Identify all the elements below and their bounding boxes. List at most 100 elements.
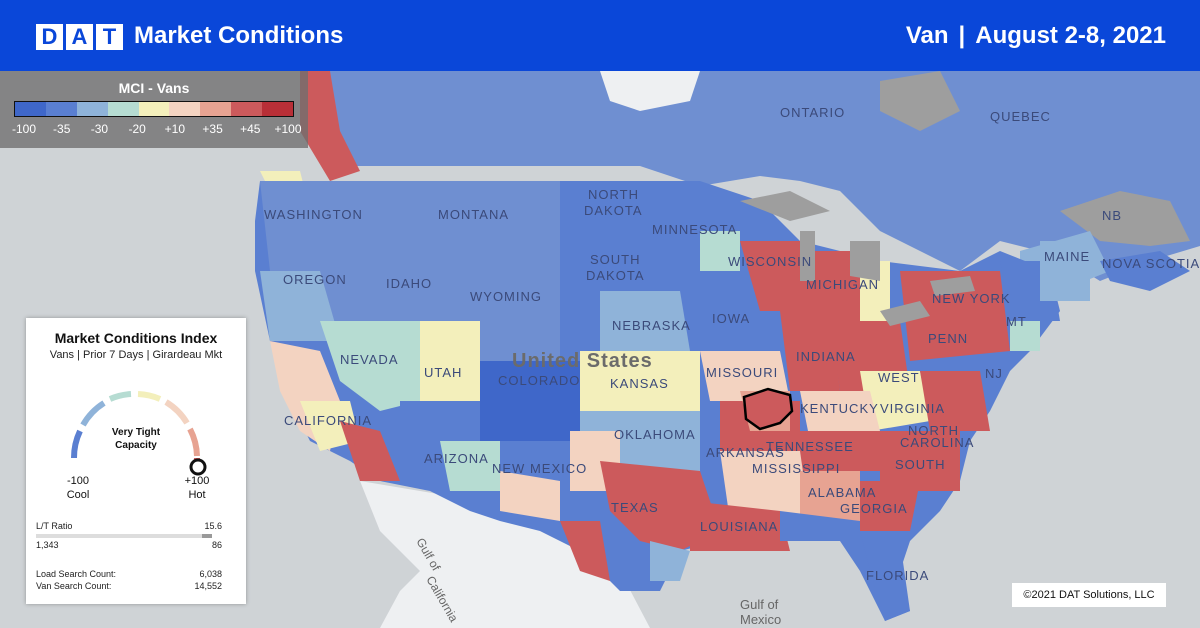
- region-texas-coast: [650, 541, 690, 581]
- load-search-label: Load Search Count:: [36, 569, 117, 579]
- region-kansas: [580, 351, 700, 411]
- legend-swatch: [231, 102, 263, 116]
- header-bar: D A T Market Conditions Van | August 2-8…: [0, 0, 1200, 71]
- region-canada: [300, 71, 1200, 281]
- legend-tick-label: +35: [202, 122, 223, 136]
- equipment-type: Van: [905, 22, 949, 49]
- gauge-max: +100 Hot: [177, 475, 217, 501]
- map-label-california: CALIFORNIA: [284, 413, 372, 428]
- gauge-arc-neutral: [137, 391, 162, 402]
- region-bc-coast: [300, 71, 360, 181]
- legend-tick-label: -100: [11, 122, 37, 136]
- map-label-south-dakota-2: DAKOTA: [586, 268, 645, 283]
- region-tennessee: [800, 431, 880, 471]
- map-label-west: WEST: [878, 370, 920, 385]
- gauge-min-value: -100: [66, 475, 90, 487]
- region-indiana: [780, 311, 840, 391]
- region-northwest: [260, 181, 560, 361]
- legend-swatch: [138, 102, 170, 116]
- legend-tick-label: -35: [53, 122, 71, 136]
- map-label-colorado: COLORADO: [498, 373, 580, 388]
- map-label-arkansas: ARKANSAS: [706, 445, 785, 460]
- region-minnesota-east: [700, 231, 740, 271]
- logo-letter-d: D: [36, 24, 63, 50]
- map-label-south-dakota-1: SOUTH: [590, 252, 641, 267]
- map-label-south: SOUTH: [895, 457, 946, 472]
- gauge-status: Very Tight Capacity: [86, 426, 186, 452]
- map-label-florida: FLORIDA: [866, 568, 929, 583]
- gauge-arc-cool: [70, 429, 83, 459]
- gauge-max-label: Hot: [188, 489, 206, 501]
- map-label-missouri: MISSOURI: [706, 365, 778, 380]
- legend-ticks: -100 -35 -30 -20 +10 +35 +45 +100: [6, 122, 302, 138]
- lake-huron: [850, 241, 880, 281]
- region-utah: [420, 321, 480, 401]
- region-iowa: [690, 301, 760, 351]
- map-label-gulf-mexico-2: Mexico: [740, 612, 781, 627]
- lt-ratio-label: L/T Ratio: [36, 521, 73, 531]
- logo-letter-a: A: [66, 24, 93, 50]
- legend-swatch: [169, 102, 201, 116]
- date-range: August 2-8, 2021: [975, 22, 1166, 49]
- map-label-nevada: NEVADA: [340, 352, 399, 367]
- gauge-arc-warm: [164, 399, 190, 425]
- gauge-status-line-1: Very Tight: [111, 427, 161, 438]
- gauge-min-label: Cool: [66, 489, 90, 501]
- map-label-north: NORTH: [908, 423, 959, 438]
- map-label-georgia: GEORGIA: [840, 501, 908, 516]
- map-label-maine: MAINE: [1044, 249, 1090, 264]
- region-arizona-south: [440, 441, 500, 491]
- lake-erie: [880, 301, 930, 326]
- lt-ratio-bar: [36, 534, 212, 538]
- region-colorado: [480, 361, 580, 441]
- region-nebraska-east: [600, 291, 690, 351]
- market-map[interactable]: ONTARIO QUEBEC NB NOVA SCOTIA WASHINGTON…: [0, 71, 1200, 628]
- load-search-row: Load Search Count: 6,038: [36, 569, 236, 579]
- region-gray-labrador: [1060, 191, 1190, 246]
- map-label-nj: NJ: [985, 366, 1003, 381]
- header-separator: |: [958, 22, 966, 49]
- load-search-value: 6,038: [199, 569, 222, 579]
- map-label-penn: PENN: [928, 331, 968, 346]
- van-search-row: Van Search Count: 14,552: [36, 581, 236, 591]
- legend-swatch: [15, 102, 46, 116]
- map-label-quebec: QUEBEC: [990, 109, 1051, 124]
- region-mexico: [360, 481, 650, 628]
- legend-swatch: [76, 102, 108, 116]
- map-label-idaho: IDAHO: [386, 276, 432, 291]
- legend-tick-label: -20: [128, 122, 146, 136]
- map-label-mt: MT: [1006, 314, 1027, 329]
- highlighted-market-outline[interactable]: [742, 387, 794, 431]
- region-maine: [1040, 241, 1090, 301]
- region-south-texas: [560, 521, 610, 581]
- map-label-nova-scotia: NOVA SCOTIA: [1102, 256, 1200, 271]
- map-label-kansas: KANSAS: [610, 376, 669, 391]
- map-label-michigan: MICHIGAN: [806, 277, 879, 292]
- lt-ratio-value: 15.6: [204, 521, 222, 531]
- region-kentucky: [800, 391, 880, 441]
- map-label-utah: UTAH: [424, 365, 462, 380]
- region-oregon-west: [260, 271, 340, 341]
- map-label-oregon: OREGON: [283, 272, 347, 287]
- card-subtitle: Vans | Prior 7 Days | Girardeau Mkt: [49, 349, 223, 361]
- header-date-info: Van | August 2-8, 2021: [906, 22, 1166, 50]
- map-label-virginia: VIRGINIA: [880, 401, 945, 416]
- region-california-south: [340, 421, 400, 481]
- map-label-kentucky: KENTUCKY: [800, 401, 879, 416]
- map-label-tennessee: TENNESSEE: [766, 439, 854, 454]
- region-gulf-coast: [780, 511, 860, 541]
- legend-title: MCI - Vans: [118, 80, 190, 96]
- lt-counts-row: 1,343 86: [36, 540, 236, 550]
- map-label-montana: MONTANA: [438, 207, 509, 222]
- map-label-iowa: IOWA: [712, 311, 750, 326]
- region-florida: [860, 531, 910, 621]
- map-label-gulf-mexico-1: Gulf of: [740, 597, 779, 612]
- region-nevada: [320, 321, 420, 411]
- copyright-notice: ©2021 DAT Solutions, LLC: [1012, 583, 1166, 607]
- map-label-oklahoma: OKLAHOMA: [614, 427, 696, 442]
- region-wisconsin: [740, 241, 810, 311]
- region-mt: [1010, 321, 1040, 351]
- legend-swatch: [262, 102, 294, 116]
- card-title: Market Conditions Index: [54, 330, 218, 346]
- map-label-wyoming: WYOMING: [470, 289, 542, 304]
